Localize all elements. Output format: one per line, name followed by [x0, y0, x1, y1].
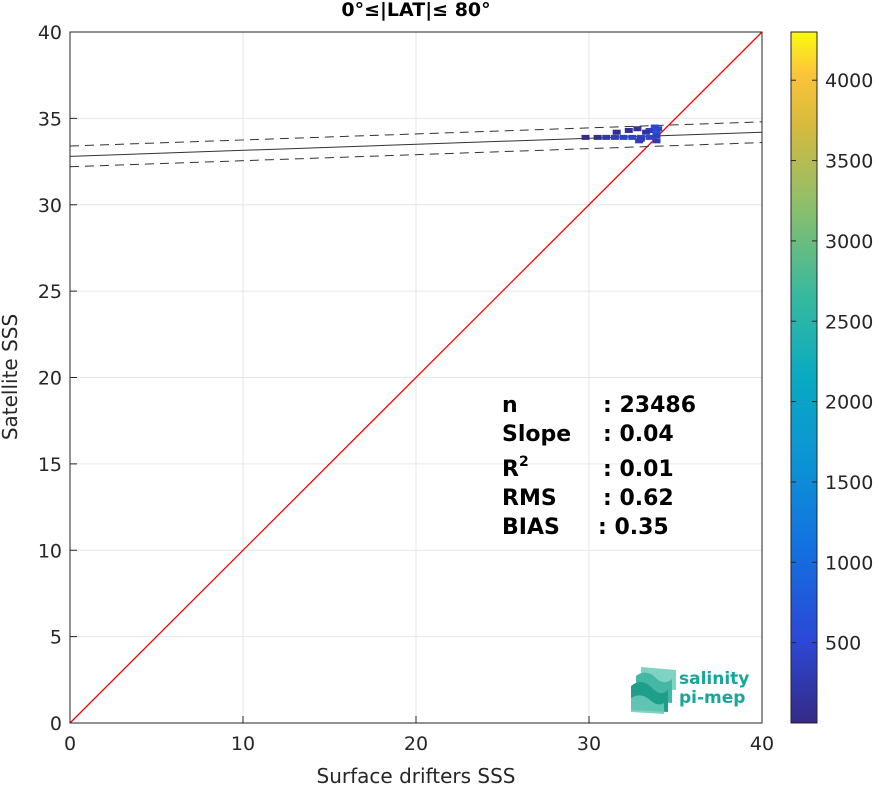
- colorbar-tick-label-1: 1000: [825, 552, 873, 574]
- stat-slope-value: : 0.04: [603, 422, 674, 447]
- colorbar-tick-label-6: 3500: [825, 151, 873, 173]
- y-tick-label-1: 5: [50, 627, 62, 649]
- colorbar-tick-label-5: 3000: [825, 231, 873, 253]
- stat-r2-sup: 2: [519, 454, 529, 470]
- density-point-15: [624, 127, 633, 133]
- x-tick-label-3: 30: [577, 733, 601, 755]
- y-tick-label-4: 20: [38, 368, 62, 390]
- density-point-4: [628, 134, 637, 140]
- logo-mark-icon: [631, 667, 676, 714]
- y-tick-label-3: 15: [38, 454, 62, 476]
- colorbar: [790, 31, 818, 724]
- stat-slope-label: Slope: [502, 422, 571, 447]
- logo-line1: salinity: [679, 669, 749, 689]
- stat-r2-base: R: [502, 457, 519, 482]
- stat-bias-value: : 0.35: [598, 515, 669, 540]
- x-tick-label-0: 0: [64, 733, 76, 755]
- stat-rms-value: : 0.62: [603, 486, 674, 511]
- confidence-line-upper: [69, 121, 763, 147]
- y-tick-label-0: 0: [50, 713, 62, 735]
- colorbar-tick-label-2: 1500: [825, 472, 873, 494]
- density-point-1: [602, 134, 611, 140]
- stat-r2-label: R2: [502, 454, 529, 482]
- ticks-layer: 0 10 20 30 40 0 5 10 15 20 25 30 35 40: [38, 22, 774, 755]
- density-point-6: [645, 134, 654, 140]
- stat-r2-value: : 0.01: [603, 457, 674, 482]
- density-point-0: [593, 134, 602, 140]
- y-tick-label-2: 10: [38, 540, 62, 562]
- stat-rms-label: RMS: [502, 486, 557, 511]
- density-point-2: [610, 134, 619, 140]
- density-point-12: [652, 133, 661, 139]
- colorbar-tick-label-4: 2500: [825, 311, 873, 333]
- stat-n-value: : 23486: [603, 393, 696, 418]
- y-axis-label: Satellite SSS: [0, 314, 22, 440]
- density-point-14: [633, 126, 642, 132]
- density-point-17: [642, 129, 651, 135]
- density-point-3: [619, 134, 628, 140]
- y-tick-label-8: 40: [38, 22, 62, 44]
- x-axis-label: Surface drifters SSS: [317, 764, 516, 786]
- salinity-pimep-logo: salinity pi-mep: [631, 667, 749, 714]
- colorbar-tick-label-3: 2000: [825, 392, 873, 414]
- density-point-20: [635, 138, 644, 144]
- y-tick-label-6: 30: [38, 195, 62, 217]
- x-tick-label-1: 10: [231, 733, 255, 755]
- confidence-line-lower: [69, 142, 763, 168]
- density-point-10: [654, 126, 663, 132]
- colorbar-tick-label-0: 500: [825, 633, 861, 655]
- density-points: [581, 124, 663, 144]
- y-tick-label-5: 25: [38, 281, 62, 303]
- density-point-19: [652, 138, 661, 144]
- density-point-16: [612, 129, 621, 135]
- stats-box: n : 23486 Slope : 0.04 R2 : 0.01 RMS : 0…: [502, 393, 696, 540]
- identity-line: [69, 31, 763, 724]
- x-tick-label-2: 20: [404, 733, 428, 755]
- colorbar-tick-label-7: 4000: [825, 70, 873, 92]
- stat-n-label: n: [502, 393, 518, 418]
- x-tick-label-4: 40: [750, 733, 774, 755]
- chart-title: 0°≤|LAT|≤ 80°: [341, 0, 490, 21]
- density-point-18: [581, 134, 590, 140]
- stat-bias-label: BIAS: [502, 515, 560, 540]
- logo-line2: pi-mep: [679, 688, 745, 708]
- colorbar-ticks: 500 1000 1500 2000 2500 3000 3500 4000: [791, 70, 873, 655]
- y-tick-label-7: 35: [38, 108, 62, 130]
